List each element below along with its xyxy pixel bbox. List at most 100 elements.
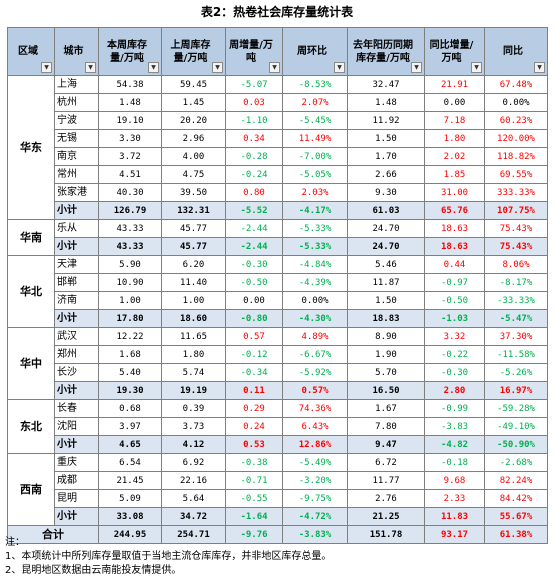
city-cell: 常州 xyxy=(54,165,99,184)
value-cell: 1.45 xyxy=(161,93,226,112)
value-cell: 1.80 xyxy=(161,345,226,364)
city-cell: 济南 xyxy=(54,291,99,310)
value-cell: 3.32 xyxy=(424,327,485,346)
value-cell: -5.05% xyxy=(282,165,348,184)
filter-dropdown-icon[interactable]: ▼ xyxy=(534,62,545,73)
value-cell: -5.49% xyxy=(282,453,348,472)
value-cell: 0.00 xyxy=(225,291,283,310)
value-cell: -7.00% xyxy=(282,147,348,166)
value-cell: -0.18 xyxy=(424,453,485,472)
table-row: 无锡 3.30 2.96 0.34 11.49% 1.50 1.80 120.00% xyxy=(8,129,548,148)
note-2: 2、昆明地区数据由云南能投友情提供。 xyxy=(5,565,182,576)
column-header-label: 周环比 xyxy=(297,46,327,57)
value-cell: 1.68 xyxy=(98,345,162,364)
column-header-3[interactable]: 上周库存量/万吨 ▼ xyxy=(161,27,226,76)
value-cell: 22.16 xyxy=(161,471,226,490)
subtotal-label: 小计 xyxy=(54,237,99,256)
value-cell: -2.44 xyxy=(225,237,283,256)
filter-dropdown-icon[interactable]: ▼ xyxy=(334,62,345,73)
value-cell: 5.64 xyxy=(161,489,226,508)
value-cell: 5.09 xyxy=(98,489,162,508)
value-cell: 74.36% xyxy=(282,399,348,418)
value-cell: 61.03 xyxy=(347,201,425,220)
column-header-1[interactable]: 城市 ▼ xyxy=(54,27,99,76)
filter-dropdown-icon[interactable]: ▼ xyxy=(41,62,52,73)
value-cell: 8.06% xyxy=(484,255,548,274)
value-cell: -0.24 xyxy=(225,165,283,184)
filter-dropdown-icon[interactable]: ▼ xyxy=(411,62,422,73)
value-cell: 45.77 xyxy=(161,219,226,238)
value-cell: -0.50 xyxy=(225,273,283,292)
value-cell: 43.33 xyxy=(98,237,162,256)
value-cell: 1.00 xyxy=(98,291,162,310)
value-cell: 5.46 xyxy=(347,255,425,274)
column-header-6[interactable]: 去年阳历同期库存量/万吨 ▼ xyxy=(347,27,425,76)
value-cell: 16.97% xyxy=(484,381,548,400)
filter-dropdown-icon[interactable]: ▼ xyxy=(471,62,482,73)
value-cell: 21.91 xyxy=(424,75,485,94)
city-cell: 南京 xyxy=(54,147,99,166)
value-cell: 118.82% xyxy=(484,147,548,166)
value-cell: 11.87 xyxy=(347,273,425,292)
value-cell: 1.50 xyxy=(347,129,425,148)
column-header-label: 同比增量/万吨 xyxy=(429,39,474,64)
value-cell: 37.30% xyxy=(484,327,548,346)
total-label: 合计 xyxy=(7,525,99,544)
filter-dropdown-icon[interactable]: ▼ xyxy=(269,62,280,73)
value-cell: 2.76 xyxy=(347,489,425,508)
value-cell: 16.50 xyxy=(347,381,425,400)
value-cell: -4.82 xyxy=(424,435,485,454)
filter-dropdown-icon[interactable]: ▼ xyxy=(212,62,223,73)
value-cell: 43.33 xyxy=(98,219,162,238)
value-cell: 0.00% xyxy=(484,93,548,112)
city-cell: 杭州 xyxy=(54,93,99,112)
table-row: 华中 武汉 12.22 11.65 0.57 4.89% 8.90 3.32 37.30% xyxy=(7,327,548,400)
value-cell: 33.08 xyxy=(98,507,162,526)
column-header-7[interactable]: 同比增量/万吨 ▼ xyxy=(424,27,485,76)
value-cell: 18.60 xyxy=(161,309,226,328)
total-row: 合计 244.95 254.71 -9.76 -3.83% 151.78 93.17 61.3… xyxy=(7,525,548,544)
value-cell: -9.76 xyxy=(225,525,283,544)
city-cell: 重庆 xyxy=(54,453,99,472)
value-cell: 9.47 xyxy=(347,435,425,454)
column-header-0[interactable]: 区域 ▼ xyxy=(7,27,55,76)
value-cell: 6.92 xyxy=(161,453,226,472)
column-header-5[interactable]: 周环比 ▼ xyxy=(282,27,348,76)
inventory-table: 区域 ▼ 城市 ▼ 本周库存量/万吨 ▼ 上周库存量/万吨 ▼ 周增量/万吨 ▼ 周环比 ▼ 去年阳历同… xyxy=(7,27,548,544)
value-cell: 0.11 xyxy=(225,381,283,400)
value-cell: 19.10 xyxy=(98,111,162,130)
city-cell: 张家港 xyxy=(54,183,99,202)
value-cell: -2.44 xyxy=(225,219,283,238)
value-cell: 1.67 xyxy=(347,399,425,418)
value-cell: 11.92 xyxy=(347,111,425,130)
value-cell: -0.55 xyxy=(225,489,283,508)
value-cell: 45.77 xyxy=(161,237,226,256)
column-header-2[interactable]: 本周库存量/万吨 ▼ xyxy=(98,27,162,76)
column-header-8[interactable]: 同比 ▼ xyxy=(484,27,548,76)
value-cell: 0.80 xyxy=(225,183,283,202)
city-cell: 沈阳 xyxy=(54,417,99,436)
value-cell: -5.33% xyxy=(282,237,348,256)
city-cell: 武汉 xyxy=(54,327,99,346)
value-cell: -49.10% xyxy=(484,417,548,436)
value-cell: 11.40 xyxy=(161,273,226,292)
region-cell: 华南 xyxy=(7,219,55,256)
value-cell: 18.63 xyxy=(424,219,485,238)
value-cell: 4.89% xyxy=(282,327,348,346)
filter-dropdown-icon[interactable]: ▼ xyxy=(148,62,159,73)
value-cell: 0.57 xyxy=(225,327,283,346)
value-cell: -8.17% xyxy=(484,273,548,292)
value-cell: 0.53 xyxy=(225,435,283,454)
value-cell: -3.83 xyxy=(424,417,485,436)
column-header-label: 同比 xyxy=(503,46,523,57)
value-cell: -3.20% xyxy=(282,471,348,490)
value-cell: 244.95 xyxy=(98,525,162,544)
value-cell: 7.80 xyxy=(347,417,425,436)
column-header-label: 城市 xyxy=(63,46,84,57)
filter-dropdown-icon[interactable]: ▼ xyxy=(85,62,96,73)
value-cell: -4.84% xyxy=(282,255,348,274)
table-row: 华北 天津 5.90 6.20 -0.30 -4.84% 5.46 0.44 8.06% xyxy=(7,255,548,328)
subtotal-row: 小计 17.80 18.60 -0.80 -4.30% 18.83 -1.03 -5.47% xyxy=(8,309,548,328)
column-header-4[interactable]: 周增量/万吨 ▼ xyxy=(225,27,283,76)
value-cell: 126.79 xyxy=(98,201,162,220)
